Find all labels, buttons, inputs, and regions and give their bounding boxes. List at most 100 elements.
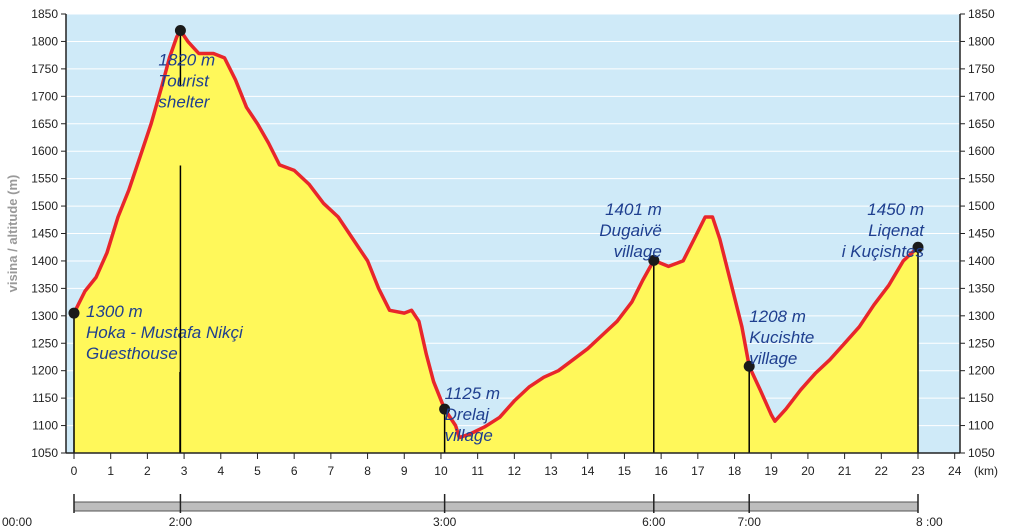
y-tick-label-left: 1850 xyxy=(31,7,58,21)
x-tick-label: 15 xyxy=(618,464,632,478)
y-tick-label-left: 1150 xyxy=(32,391,58,405)
x-tick-label: 24 xyxy=(948,464,962,478)
y-tick-label-right: 1250 xyxy=(968,336,995,350)
time-bar-label: 2:00 xyxy=(169,515,193,529)
annotation-label: Drelaj xyxy=(445,405,491,424)
time-bar-label: 8 :00 xyxy=(916,515,943,529)
annotation-point xyxy=(68,307,80,319)
x-tick-label: 21 xyxy=(838,464,852,478)
x-tick-label: 11 xyxy=(471,464,484,478)
annotation-label: i Kuçishtes xyxy=(842,242,925,261)
y-tick-label-right: 1750 xyxy=(968,62,995,76)
x-tick-label: 20 xyxy=(801,464,815,478)
annotation-label: shelter xyxy=(158,93,210,112)
x-tick-label: 19 xyxy=(765,464,779,478)
y-tick-label-left: 1250 xyxy=(31,336,58,350)
x-tick-label: 3 xyxy=(181,464,188,478)
annotation-point xyxy=(912,241,924,253)
x-tick-label: 18 xyxy=(728,464,742,478)
x-tick-label: 1 xyxy=(107,464,114,478)
x-tick-label: 0 xyxy=(71,464,78,478)
annotation-label: 1208 m xyxy=(749,307,806,326)
x-tick-label: 5 xyxy=(254,464,261,478)
y-tick-label-left: 1450 xyxy=(31,227,58,241)
annotation-label: 1125 m xyxy=(445,384,500,403)
time-bar-track xyxy=(73,501,919,512)
annotation-label: village xyxy=(749,349,797,368)
time-bar-label: 00:00 xyxy=(2,515,32,529)
y-tick-label-left: 1300 xyxy=(31,309,58,323)
annotation-label: Guesthouse xyxy=(86,344,178,363)
y-tick-label-right: 1400 xyxy=(968,254,995,268)
y-tick-label-right: 1550 xyxy=(968,172,995,186)
y-tick-label-left: 1750 xyxy=(31,62,58,76)
time-bar-label: 3:00 xyxy=(433,515,457,529)
annotation-label: Kucishte xyxy=(749,328,814,347)
x-tick-label: 22 xyxy=(875,464,889,478)
annotation-label: 1401 m xyxy=(605,200,662,219)
y-tick-label-left: 1350 xyxy=(31,281,58,295)
y-tick-label-left: 1400 xyxy=(31,254,58,268)
annotation-label: 1820 m xyxy=(158,51,215,70)
annotation-label: 1450 m xyxy=(867,200,924,219)
y-tick-label-right: 1800 xyxy=(968,34,995,48)
x-axis-unit-label: (km) xyxy=(974,464,998,478)
annotation-label: Tourist xyxy=(158,72,210,91)
y-tick-label-left: 1500 xyxy=(31,199,58,213)
x-tick-label: 2 xyxy=(144,464,151,478)
y-axis-title: visina / altitude (m) xyxy=(5,175,20,293)
y-tick-label-left: 1050 xyxy=(31,446,58,460)
y-tick-label-left: 1600 xyxy=(31,144,58,158)
annotation-label: Dugaivë xyxy=(599,221,661,240)
y-tick-label-right: 1600 xyxy=(968,144,995,158)
y-tick-label-right: 1500 xyxy=(968,199,995,213)
annotation-2: 1125 m Drelaj village xyxy=(439,384,500,453)
y-tick-label-left: 1650 xyxy=(31,117,58,131)
x-tick-label: 13 xyxy=(544,464,558,478)
x-tick-label: 9 xyxy=(401,464,408,478)
y-tick-label-right: 1050 xyxy=(968,446,995,460)
y-tick-label-left: 1550 xyxy=(31,172,58,186)
time-bar: 00:00 2:00 3:00 6:00 7:00 8 :00 xyxy=(2,494,943,529)
y-tick-label-right: 1150 xyxy=(968,391,994,405)
x-tick-label: 4 xyxy=(217,464,224,478)
elevation-area xyxy=(74,30,918,453)
annotation-point xyxy=(743,360,755,372)
annotation-5: 1450 m Liqenat i Kuçishtes xyxy=(842,200,925,453)
x-tick-label: 10 xyxy=(434,464,448,478)
annotation-3: 1401 m Dugaivë village xyxy=(599,200,662,453)
y-tick-label-right: 1100 xyxy=(968,419,994,433)
y-tick-label-right: 1650 xyxy=(968,117,995,131)
y-tick-label-left: 1200 xyxy=(31,364,58,378)
x-tick-label: 8 xyxy=(364,464,371,478)
x-tick-label: 14 xyxy=(581,464,595,478)
annotation-point xyxy=(439,403,451,415)
x-tick-label: 23 xyxy=(911,464,925,478)
y-tick-label-right: 1450 xyxy=(968,227,995,241)
y-tick-label-left: 1700 xyxy=(31,89,58,103)
y-tick-label-left: 1800 xyxy=(31,34,58,48)
annotation-label: Hoka - Mustafa Nikçi xyxy=(86,323,244,342)
y-tick-label-right: 1200 xyxy=(968,364,995,378)
annotation-1: 1820 m Tourist shelter xyxy=(158,24,215,453)
annotation-label: 1300 m xyxy=(86,302,143,321)
y-tick-label-right: 1300 xyxy=(968,309,995,323)
time-bar-label: 7:00 xyxy=(738,515,762,529)
x-tick-label: 6 xyxy=(291,464,298,478)
x-tick-label: 7 xyxy=(328,464,335,478)
y-tick-label-right: 1350 xyxy=(968,281,995,295)
x-tick-label: 17 xyxy=(691,464,705,478)
annotation-label: village xyxy=(614,242,662,261)
elevation-line xyxy=(72,28,920,440)
x-tick-label: 12 xyxy=(508,464,522,478)
y-tick-label-right: 1850 xyxy=(968,7,995,21)
annotation-point xyxy=(648,254,660,266)
annotation-label: village xyxy=(445,426,493,445)
annotation-point xyxy=(174,24,186,36)
y-tick-label-left: 1100 xyxy=(32,419,58,433)
annotation-4: 1208 m Kucishte village xyxy=(743,307,814,453)
